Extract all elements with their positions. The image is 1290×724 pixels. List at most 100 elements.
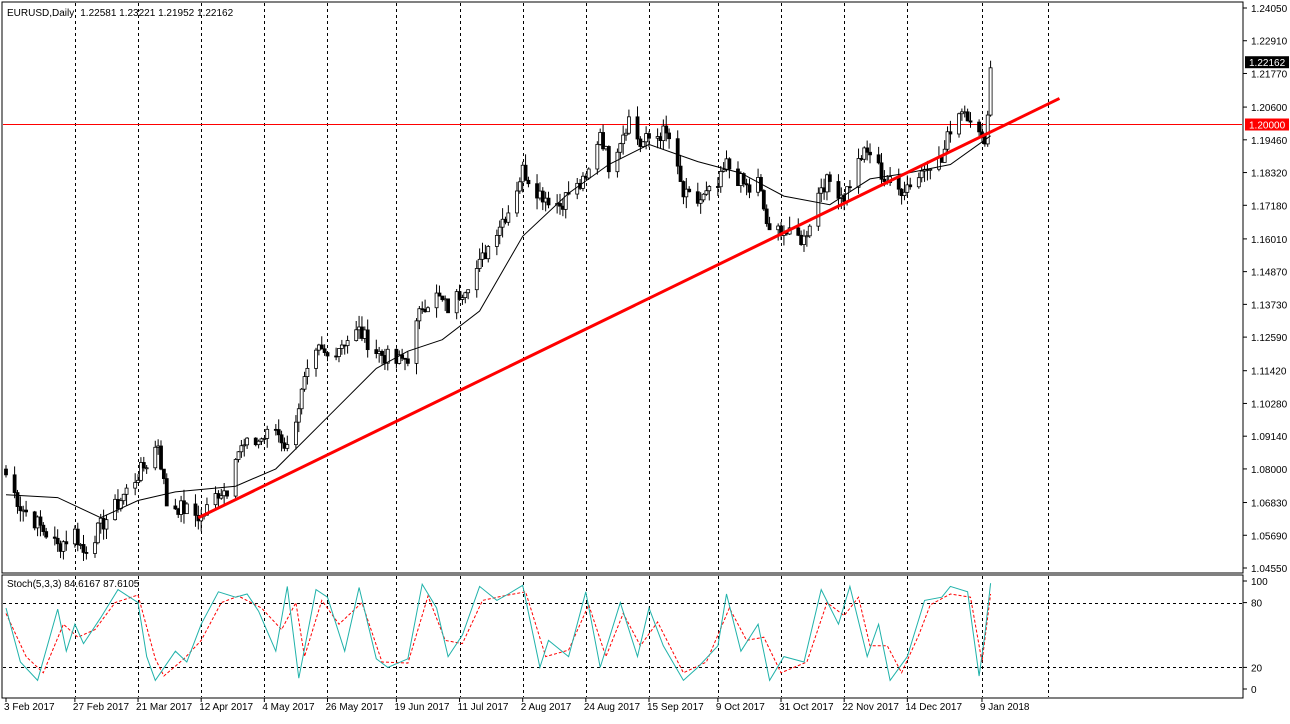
candle-body	[463, 292, 468, 299]
candle-body	[161, 468, 166, 479]
grid-lines	[3, 3, 1242, 697]
candle-body	[12, 474, 17, 493]
candle-body	[825, 174, 829, 193]
candle-body	[916, 177, 921, 188]
stochastic-axis: 100 80 20 0	[1243, 577, 1268, 696]
candle-body	[245, 437, 250, 446]
candle-body	[61, 541, 66, 552]
candle-body	[124, 487, 129, 495]
time-axis-tick-label: 9 Jan 2018	[980, 702, 1030, 713]
price-axis-tick-label: 1.08000	[1251, 465, 1288, 476]
candle-body	[624, 132, 628, 136]
candle-body	[586, 168, 591, 179]
candle-body	[523, 164, 528, 181]
candle-body	[75, 528, 80, 546]
time-axis-tick-label: 11 Jul 2017	[458, 702, 509, 713]
candle-body	[64, 541, 69, 545]
candle-body	[500, 218, 505, 228]
price-axis-tick-label: 1.10280	[1251, 399, 1288, 410]
candle-body	[747, 184, 752, 193]
candle-body	[701, 193, 706, 201]
candle-body	[81, 544, 86, 553]
candle-body	[497, 226, 502, 236]
candle-body	[319, 344, 324, 350]
candle-body	[517, 181, 522, 192]
candle-body	[93, 542, 97, 554]
candle-body	[804, 235, 809, 238]
candle-body	[474, 268, 479, 291]
candle-body	[965, 111, 970, 122]
candle-body	[164, 478, 169, 507]
candle-body	[279, 434, 284, 444]
candle-body	[337, 348, 341, 357]
candle-body	[84, 552, 89, 554]
candle-body	[515, 190, 519, 214]
candle-body	[385, 348, 390, 364]
stochastic-axis-tick-label: 20	[1251, 663, 1263, 674]
candle-body	[299, 388, 304, 410]
candle-body	[259, 438, 264, 442]
candle-body	[862, 147, 867, 160]
price-axis-tick-label: 1.24050	[1251, 4, 1288, 15]
time-axis-tick-label: 2 Aug 2017	[521, 702, 572, 713]
candle-body	[615, 151, 620, 173]
candle-body	[41, 524, 46, 532]
time-axis: 3 Feb 2017 27 Feb 2017 21 Mar 2017 12 Apr 2…	[4, 698, 1030, 713]
hline-price-tag	[1245, 118, 1289, 131]
price-axis-tick-label: 1.20600	[1251, 103, 1288, 114]
candle-body	[104, 519, 109, 530]
candle-body	[265, 428, 270, 439]
candle-body	[144, 467, 149, 470]
candle-body	[365, 329, 370, 351]
candle-body	[807, 225, 812, 237]
candle-body	[606, 146, 611, 173]
price-axis-tick-label: 1.21770	[1251, 69, 1288, 80]
candle-body	[865, 147, 870, 153]
candle-body	[339, 344, 344, 349]
candle-body	[434, 292, 439, 309]
candle-body	[558, 203, 562, 207]
price-axis-tick-label: 1.22910	[1251, 37, 1288, 48]
candle-body	[314, 349, 318, 369]
price-axis-tick-label: 1.13730	[1251, 300, 1288, 311]
candle-body	[305, 367, 310, 377]
candle-body	[968, 120, 973, 123]
candle-body	[380, 350, 384, 356]
candle-body	[761, 190, 766, 210]
candle-body	[256, 440, 261, 446]
candle-body	[236, 451, 241, 460]
candle-body	[848, 186, 852, 189]
price-axis-tick-label: 1.06830	[1251, 499, 1288, 510]
candle-body	[667, 132, 671, 140]
candle-body	[24, 509, 28, 513]
candle-body	[744, 183, 749, 186]
price-axis-tick-label: 1.05690	[1251, 531, 1288, 542]
candle-body	[698, 199, 703, 204]
candle-body	[405, 358, 410, 364]
candle-body	[219, 495, 224, 499]
candle-body	[113, 498, 117, 521]
candle-body	[233, 459, 238, 497]
time-axis-tick-label: 26 May 2017	[325, 702, 383, 713]
candle-body	[184, 503, 189, 515]
candle-body	[262, 437, 267, 440]
candle-body	[647, 133, 651, 139]
candle-body	[836, 181, 841, 199]
candle-body	[121, 493, 126, 502]
candle-body	[595, 143, 600, 170]
candle-body	[477, 258, 482, 269]
candle-body	[948, 131, 953, 135]
candle-body	[239, 445, 244, 453]
candle-body	[879, 162, 884, 180]
last-price-tag-label: 1.22162	[1249, 58, 1286, 69]
candle-body	[727, 158, 732, 170]
time-axis-tick-label: 12 Apr 2017	[199, 702, 253, 713]
candle-body	[627, 116, 631, 134]
price-axis-tick-label: 1.16010	[1251, 235, 1288, 246]
candle-body	[945, 131, 950, 150]
candle-body	[678, 165, 683, 182]
candle-body	[242, 444, 247, 447]
candle-body	[526, 179, 531, 185]
candle-body	[95, 522, 100, 544]
